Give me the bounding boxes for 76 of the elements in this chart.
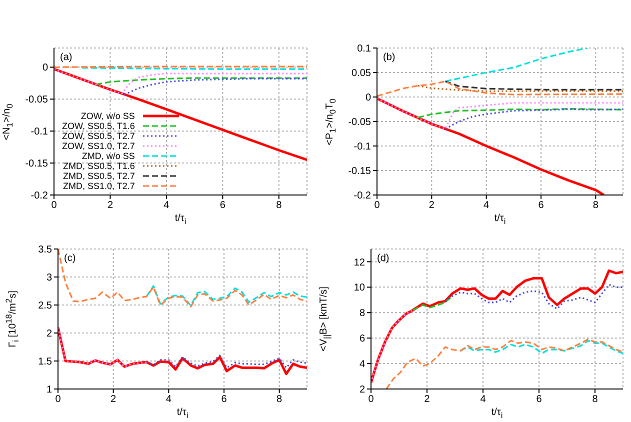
line-series	[123, 78, 307, 96]
y-tick-label: -0.05	[348, 117, 372, 128]
line-series	[460, 340, 623, 354]
line-series	[146, 285, 307, 306]
y-tick-label: 3	[46, 272, 52, 284]
line-series	[377, 98, 623, 130]
line-series	[95, 77, 307, 86]
legend-label: ZMD, SS0.5, T1.6	[62, 161, 135, 171]
y-tick-label: -0.05	[25, 94, 48, 106]
line-series	[146, 354, 307, 369]
x-tick-label: 0	[55, 394, 62, 406]
y-tick-label: 0.1	[357, 44, 372, 55]
y-tick-label: -0.2	[30, 190, 48, 202]
legend-label: ZOW, w/o SS	[80, 111, 135, 121]
y-tick-label: -0.15	[348, 166, 372, 178]
x-axis-title: t/τ$_{i}$	[490, 407, 504, 420]
x-tick-label: 2	[107, 200, 114, 212]
line-series	[386, 338, 623, 389]
x-tick-label: 8	[276, 200, 282, 212]
y-tick-label: 8	[359, 308, 366, 320]
y-tick-label: 0	[365, 92, 372, 104]
annotation: (b)	[383, 52, 396, 63]
x-tick-label: 8	[592, 394, 598, 406]
x-tick-label: 2	[428, 200, 435, 212]
y-tick-label: 2	[359, 384, 366, 396]
x-tick-label: 4	[166, 394, 172, 406]
x-tick-label: 2	[110, 394, 117, 406]
x-tick-label: 8	[276, 394, 283, 406]
y-tick-label: 3.5	[38, 244, 52, 256]
x-tick-label: 6	[538, 200, 544, 212]
y-tick-label: 1	[46, 384, 52, 396]
x-tick-label: 4	[480, 394, 486, 406]
legend-label: ZMD, SS1.0, T2.7	[62, 181, 135, 191]
line-series	[377, 80, 623, 97]
line-series	[444, 48, 588, 82]
line-series	[444, 80, 623, 90]
y-tick-label: -0.2	[354, 190, 372, 202]
y-tick-label: -0.15	[25, 158, 48, 170]
x-axis-title: t/τ$_{i}$	[174, 213, 188, 226]
x-tick-label: 6	[220, 200, 226, 212]
x-tick-label: 0	[374, 200, 380, 212]
line-series	[412, 295, 453, 311]
line-series	[371, 269, 623, 384]
x-tick-label: 4	[484, 200, 490, 212]
line-series	[417, 108, 623, 118]
annotation: (a)	[60, 52, 72, 63]
y-tick-label: 10	[354, 282, 366, 294]
legend-label: ZOW, SS0.5, T2.7	[62, 131, 135, 141]
legend-label: ZMD, SS0.5, T2.7	[62, 171, 135, 181]
y-tick-label: 2.5	[38, 300, 52, 312]
annotation: (c)	[64, 253, 76, 264]
x-tick-label: 6	[221, 394, 228, 406]
line-series	[54, 68, 307, 95]
y-tick-label: 0	[42, 62, 48, 74]
line-series	[371, 309, 414, 384]
legend-label: ZOW, SS0.5, T1.6	[62, 121, 135, 131]
x-tick-label: 4	[164, 200, 170, 212]
y-tick-label: -0.1	[354, 142, 372, 153]
legend-label: ZOW, SS1.0, T2.7	[62, 141, 135, 151]
x-tick-label: 6	[536, 394, 542, 406]
y-tick-label: 12	[354, 257, 366, 268]
legend-label: ZMD, w/o SS	[80, 151, 135, 161]
y-tick-label: 6	[359, 334, 366, 345]
line-series	[444, 108, 623, 130]
x-tick-label: 2	[424, 394, 430, 406]
line-series	[58, 326, 148, 368]
x-axis-title: t/τ$_{i}$	[176, 407, 190, 420]
line-series	[444, 284, 623, 310]
x-axis-title: t/τ$_{i}$	[493, 213, 507, 226]
x-tick-label: 8	[592, 200, 599, 212]
annotation: (d)	[377, 253, 390, 264]
y-tick-label: 1.5	[38, 356, 52, 368]
y-tick-label: -0.1	[30, 126, 48, 138]
y-tick-label: 0.05	[352, 68, 372, 80]
y-tick-label: 2	[46, 328, 52, 340]
y-tick-label: 4	[359, 359, 366, 370]
